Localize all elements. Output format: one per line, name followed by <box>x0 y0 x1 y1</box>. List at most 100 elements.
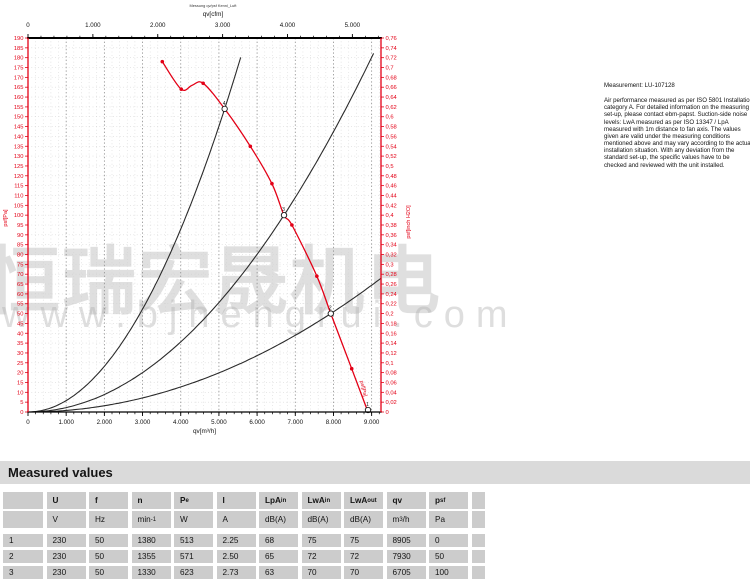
table-cell: W <box>174 511 213 528</box>
svg-text:170: 170 <box>14 75 24 81</box>
svg-text:150: 150 <box>14 115 24 121</box>
operating-point-number: 2 <box>329 306 332 312</box>
table-cell: m 3/h <box>386 511 426 528</box>
svg-text:4.000: 4.000 <box>173 419 189 426</box>
svg-text:5.000: 5.000 <box>211 419 227 426</box>
svg-text:0,52: 0,52 <box>386 154 397 160</box>
svg-text:0,22: 0,22 <box>386 302 397 308</box>
table-cell: 2.25 <box>216 534 256 547</box>
svg-text:0,72: 0,72 <box>386 56 397 62</box>
table-cell: 50 <box>89 534 128 547</box>
svg-text:20: 20 <box>17 371 23 377</box>
table-cell: 70 <box>344 566 383 579</box>
left-axis-ticks: 0 5 10 15 20 25 30 35 40 45 50 55 60 65 70 75 80 85 90 95 10… <box>14 36 28 416</box>
svg-text:100: 100 <box>14 213 24 219</box>
table-cell: 6705 <box>386 566 426 579</box>
svg-text:0,68: 0,68 <box>386 75 397 81</box>
fan-curve-data-point <box>270 181 274 186</box>
table-cell: 230 <box>46 566 86 579</box>
table-cell: 513 <box>174 534 213 547</box>
measured-values-title: Measured values <box>8 465 113 480</box>
table-cell: 1330 <box>131 566 171 579</box>
svg-text:0,5: 0,5 <box>386 164 394 170</box>
svg-text:0: 0 <box>26 419 30 426</box>
svg-text:40: 40 <box>17 331 23 337</box>
table-cell: Pa <box>429 511 468 528</box>
operating-points: 1 2 3 4 <box>221 101 372 414</box>
table-cell: p sf <box>429 492 468 509</box>
svg-text:60: 60 <box>17 292 23 298</box>
svg-text:0,64: 0,64 <box>386 95 398 101</box>
table-cell: 1355 <box>131 550 171 563</box>
svg-text:180: 180 <box>14 56 24 62</box>
top-axis-ticks: 0 1.000 2.000 3.000 4.000 5.000 <box>26 22 379 38</box>
table-cell: A <box>216 511 256 528</box>
svg-text:25: 25 <box>17 361 23 367</box>
svg-text:5: 5 <box>20 400 23 406</box>
table-cell: 7930 <box>386 550 426 563</box>
fan-curve-data-point <box>179 87 184 91</box>
svg-text:0,24: 0,24 <box>386 292 398 298</box>
svg-text:8.000: 8.000 <box>326 419 342 426</box>
system-curve <box>28 277 382 413</box>
svg-text:160: 160 <box>14 95 24 101</box>
table-cell: 63 <box>259 566 298 579</box>
measurement-id: Measurement: LU-107128 <box>604 82 675 89</box>
svg-text:155: 155 <box>14 105 24 111</box>
fan-curve-data-point <box>160 59 165 64</box>
fan-curve-data-point <box>248 144 253 149</box>
measured-values-header-bar: Measured values <box>0 461 750 484</box>
right-axis-ticks: 0 0,02 0,04 0,06 0,08 0,1 0,12 0,14 0,16 0,18 0,2 0… <box>381 36 398 416</box>
svg-text:80: 80 <box>17 253 23 259</box>
svg-text:9.000: 9.000 <box>364 419 380 426</box>
svg-text:65: 65 <box>17 282 23 288</box>
table-cell: 1380 <box>131 534 171 547</box>
svg-text:0,38: 0,38 <box>386 223 397 229</box>
system-curve <box>27 57 242 413</box>
svg-text:0,7: 0,7 <box>386 66 394 72</box>
table-cell: 230 <box>46 550 86 563</box>
svg-text:105: 105 <box>14 203 24 209</box>
svg-text:0,66: 0,66 <box>386 85 397 91</box>
bottom-axis-ticks: 0 1.000 2.000 3.000 4.000 5.000 6.000 7.000 8.00… <box>26 412 380 426</box>
table-cell: LwA in <box>301 492 341 509</box>
measurement-conditions-text: Air performance measured as per ISO 5801… <box>604 97 750 169</box>
right-axis-label: psf[inch H2O] <box>406 205 412 239</box>
table-cell: Hz <box>89 511 128 528</box>
table-cell <box>471 534 485 547</box>
svg-text:125: 125 <box>14 164 24 170</box>
table-cell: 2 <box>3 550 43 563</box>
system-curve <box>27 53 375 413</box>
svg-text:115: 115 <box>14 184 23 190</box>
table-cell: 623 <box>174 566 213 579</box>
svg-text:75: 75 <box>17 262 23 268</box>
svg-text:2.000: 2.000 <box>150 22 166 29</box>
svg-text:185: 185 <box>14 46 24 52</box>
table-cell: LwA out <box>344 492 383 509</box>
table-cell: 50 <box>429 550 468 563</box>
table-cell: U <box>46 492 86 509</box>
svg-text:0,36: 0,36 <box>386 233 397 239</box>
table-cell <box>3 511 43 528</box>
svg-text:165: 165 <box>14 85 24 91</box>
operating-point-number: 3 <box>282 207 285 213</box>
table-cell: 65 <box>259 550 298 563</box>
table-cell: 0 <box>429 534 468 547</box>
svg-text:0,14: 0,14 <box>386 341 398 347</box>
fan-curve-label: psf[Pa] <box>358 380 368 398</box>
bottom-axis-label: qv[m³/h] <box>193 428 216 435</box>
svg-text:3.000: 3.000 <box>215 22 231 29</box>
svg-text:95: 95 <box>17 223 23 229</box>
operating-point-marker <box>221 105 228 113</box>
table-row: 1 230 50 1380 513 2.25 68 75 75 8905 0 <box>3 534 485 547</box>
svg-text:5.000: 5.000 <box>345 22 361 29</box>
table-cell: 50 <box>89 550 128 563</box>
system-resistance-curves <box>27 53 382 413</box>
svg-text:0: 0 <box>20 410 23 416</box>
fan-curve-data-point <box>201 81 205 86</box>
svg-text:0: 0 <box>26 22 30 29</box>
operating-point-number: 1 <box>366 402 369 408</box>
